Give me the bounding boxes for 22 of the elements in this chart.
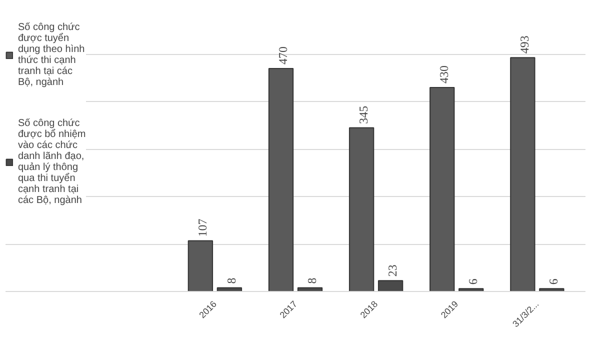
bar: [188, 240, 214, 292]
legend-label: Số công chức được tuyển dụng theo hình thức thi cạnh tranh tại các Bộ, ngành: [18, 22, 85, 88]
bar: [510, 57, 536, 292]
bar: [268, 68, 294, 292]
bar: [378, 280, 404, 292]
data-label: 8: [224, 278, 238, 284]
bar: [348, 127, 374, 292]
data-label: 345: [356, 106, 371, 124]
bar: [216, 287, 242, 292]
data-label: 23: [386, 264, 400, 277]
data-label: 493: [518, 36, 532, 54]
bar: [539, 288, 564, 292]
bar: [430, 86, 455, 292]
data-label: 6: [546, 278, 561, 285]
data-label: 107: [195, 218, 210, 237]
data-label: 470: [276, 46, 290, 64]
bar: [297, 287, 323, 292]
data-label: 8: [305, 278, 319, 284]
data-label: 6: [466, 278, 480, 285]
bar: [458, 288, 484, 292]
data-label: 430: [437, 65, 452, 84]
legend-label: Số công chức được bổ nhiệm vào các chức danh lãnh đạo, quản lý thông qua thi tuyển cạnh tranh tại các Bộ, ngành: [18, 118, 86, 206]
